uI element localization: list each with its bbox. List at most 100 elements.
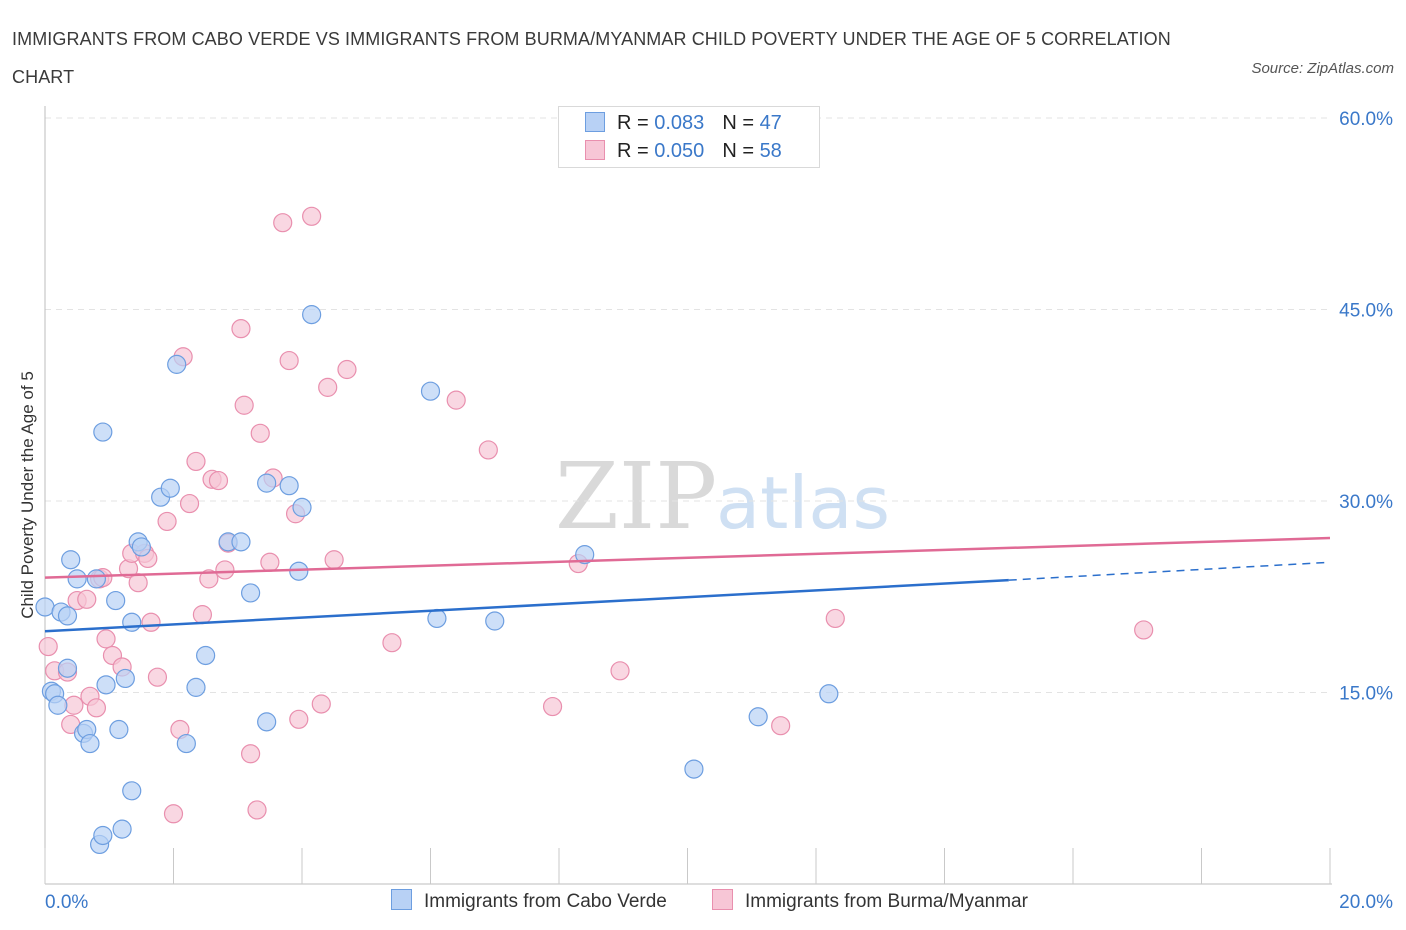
- cabo-verde-point: [279, 476, 299, 496]
- cabo-verde-point: [93, 825, 113, 846]
- y-tick-label: 30.0%: [1339, 492, 1393, 513]
- watermark-zip: ZIP: [555, 443, 717, 550]
- bottom-legend-cabo-verde: Immigrants from Cabo Verde: [391, 889, 667, 913]
- n-value: 58: [759, 140, 782, 162]
- burma-point: [141, 612, 161, 632]
- cabo-verde-point: [131, 537, 151, 557]
- series-name-cabo-verde: Immigrants from Cabo Verde: [424, 891, 667, 912]
- burma-point: [38, 636, 58, 657]
- burma-point: [192, 605, 213, 625]
- cabo-verde-point: [57, 658, 78, 678]
- source-label: Source: ZipAtlas.com: [1251, 60, 1394, 77]
- burma-point: [234, 395, 254, 415]
- burma-point: [199, 569, 219, 589]
- burma-point: [128, 573, 148, 593]
- burma-point: [610, 661, 630, 681]
- burma-trend-line: [44, 536, 1331, 579]
- burma-point: [273, 213, 293, 233]
- burma-point: [279, 350, 299, 371]
- cabo-verde-point: [35, 597, 55, 617]
- burma-point: [446, 390, 466, 410]
- cabo-verde-point: [819, 684, 839, 704]
- series-name-burma: Immigrants from Burma/Myanmar: [745, 891, 1028, 912]
- watermark-atlas: atlas: [716, 461, 890, 545]
- burma-point: [208, 470, 229, 491]
- cabo-verde-point: [167, 354, 187, 374]
- n-label: N =: [722, 140, 754, 162]
- burma-point: [337, 359, 357, 380]
- cabo-verde-point: [61, 550, 81, 570]
- r-label: R =: [617, 112, 649, 134]
- burma-point: [542, 696, 563, 717]
- pink-swatch: [712, 889, 733, 910]
- burma-point: [302, 206, 322, 226]
- burma-point: [247, 800, 267, 820]
- stats-legend: R = 0.083 N = 47 R = 0.050 N = 58: [558, 106, 820, 168]
- cabo-verde-point: [160, 478, 180, 498]
- n-value: 47: [759, 112, 782, 134]
- burma-point: [324, 550, 344, 570]
- x-tick-label-min: 0.0%: [45, 892, 88, 913]
- cabo-verde-point: [485, 611, 505, 631]
- cabo-verde-point: [67, 569, 87, 589]
- cabo-verde-point: [106, 590, 126, 611]
- cabo-verde-point: [57, 606, 78, 626]
- cabo-verde-point: [122, 781, 142, 801]
- burma-point: [250, 423, 270, 443]
- cabo-verde-point: [292, 497, 312, 517]
- cabo-verde-point: [176, 733, 196, 754]
- cabo-verde-point: [122, 612, 142, 632]
- cabo-verde-point: [186, 677, 206, 697]
- burma-point: [96, 629, 116, 649]
- burma-point: [186, 451, 206, 472]
- burma-point: [771, 716, 791, 736]
- cabo-verde-point: [231, 532, 251, 552]
- cabo-verde-point: [302, 305, 322, 325]
- burma-point: [382, 633, 402, 653]
- cabo-verde-point: [80, 733, 100, 754]
- cabo-verde-point: [575, 545, 595, 565]
- y-tick-label: 45.0%: [1339, 301, 1393, 322]
- r-value: 0.083: [654, 112, 705, 134]
- blue-swatch: [391, 889, 412, 910]
- y-axis-label: Child Poverty Under the Age of 5: [18, 371, 37, 619]
- cabo-verde-point: [115, 668, 135, 689]
- burma-point: [1134, 620, 1154, 640]
- cabo-verde-trend-line: [44, 578, 1009, 633]
- cabo-verde-point: [241, 583, 261, 603]
- burma-point: [163, 804, 184, 824]
- cabo-verde-point: [257, 473, 277, 493]
- burma-point: [478, 440, 498, 460]
- cabo-verde-point: [93, 422, 113, 442]
- r-value: 0.050: [654, 140, 705, 162]
- burma-point: [825, 608, 845, 629]
- chart-title: IMMIGRANTS FROM CABO VERDE VS IMMIGRANTS…: [12, 29, 1171, 87]
- cabo-verde-point: [427, 608, 447, 629]
- cabo-verde-trend-extension: [1008, 561, 1331, 581]
- bottom-legend-burma: Immigrants from Burma/Myanmar: [712, 889, 1028, 913]
- burma-point: [260, 552, 280, 572]
- y-tick-label: 60.0%: [1339, 109, 1393, 130]
- blue-swatch: [585, 112, 605, 132]
- stats-legend-row-burma: R = 0.050 N = 58: [585, 140, 782, 166]
- burma-point: [311, 694, 331, 714]
- burma-point: [215, 560, 235, 580]
- burma-point: [147, 667, 168, 687]
- cabo-verde-point: [196, 645, 216, 666]
- burma-point: [289, 709, 309, 729]
- burma-point: [86, 698, 107, 718]
- pink-swatch: [585, 140, 605, 160]
- burma-point: [231, 319, 251, 339]
- burma-point: [241, 744, 261, 764]
- cabo-verde-point: [420, 381, 441, 401]
- cabo-verde-point: [109, 719, 129, 740]
- cabo-verde-point: [748, 707, 768, 727]
- cabo-verde-point: [684, 759, 704, 779]
- cabo-verde-point: [112, 819, 132, 839]
- stats-legend-row-cabo-verde: R = 0.083 N = 47: [585, 112, 782, 138]
- cabo-verde-point: [86, 569, 107, 589]
- n-label: N =: [722, 112, 754, 134]
- cabo-verde-point: [48, 695, 68, 715]
- y-tick-label: 15.0%: [1339, 684, 1393, 705]
